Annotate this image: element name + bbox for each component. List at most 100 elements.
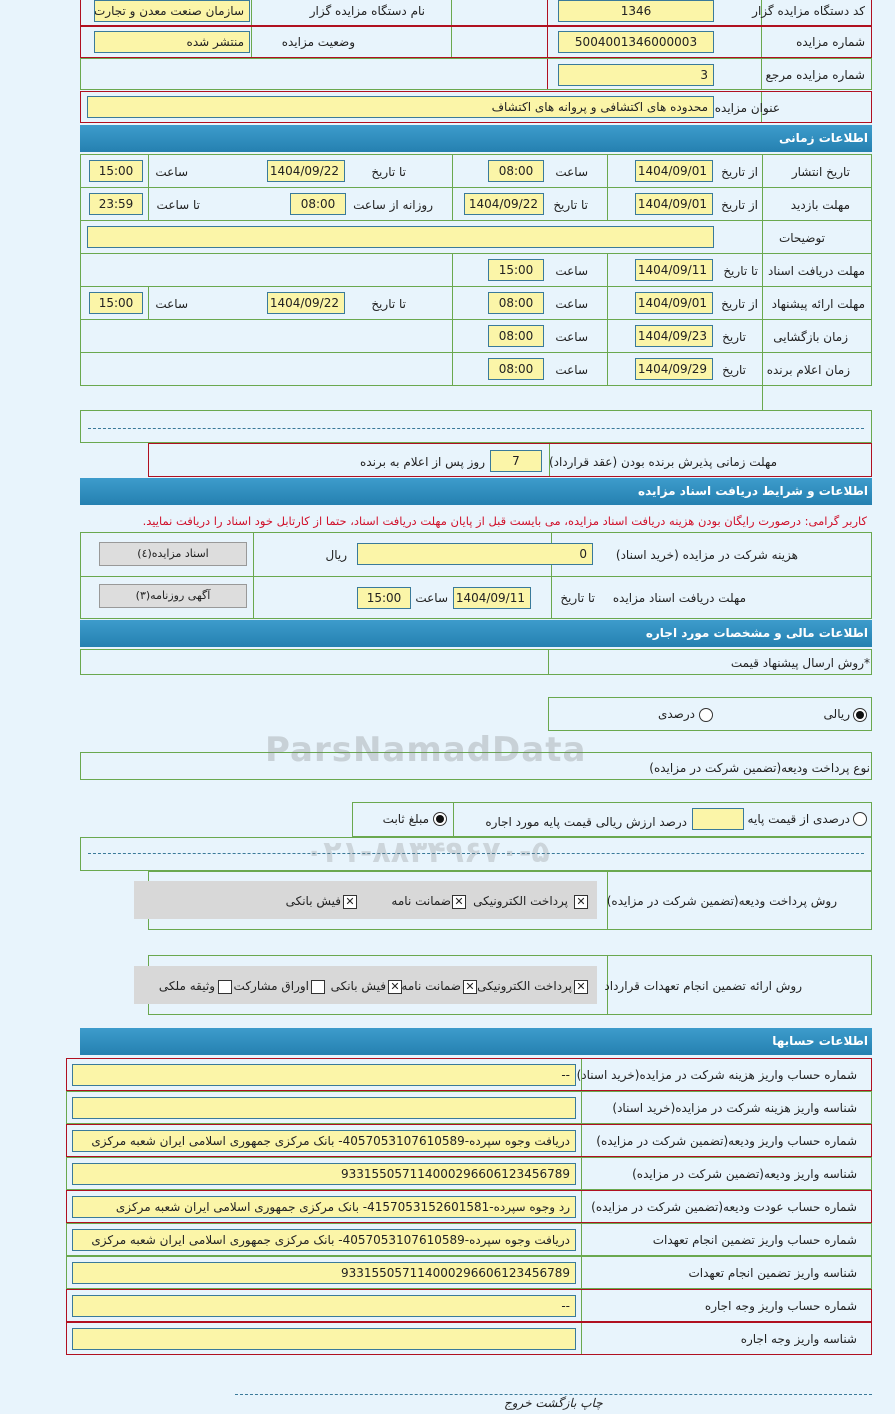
ref-no-field[interactable]: 3	[558, 64, 714, 86]
row-price-method	[80, 649, 872, 675]
account-label: شناسه واریز وجه اجاره	[740, 1332, 857, 1346]
label: ساعت	[555, 330, 588, 344]
visit-to-date[interactable]: 1404/09/22	[464, 193, 544, 215]
label: اوراق مشارکت	[233, 979, 309, 993]
percent-radio[interactable]	[699, 708, 713, 722]
account-value-field[interactable]: دریافت وجوه سپرده-4057053107610589- بانک…	[72, 1130, 576, 1152]
percent-value-field[interactable]	[692, 808, 744, 830]
label: زمان بازگشایی	[773, 330, 848, 344]
account-value-field[interactable]: 933155057114000296606123456789	[72, 1262, 576, 1284]
docs-deadline-date[interactable]: 1404/09/11	[453, 587, 531, 609]
g-bonds-checkbox[interactable]	[311, 980, 325, 994]
account-row	[66, 1322, 872, 1355]
winner-time[interactable]: 08:00	[488, 358, 544, 380]
account-value-field[interactable]: --	[72, 1295, 576, 1317]
label: تا تاریخ	[371, 297, 406, 311]
publish-to-time[interactable]: 15:00	[89, 160, 143, 182]
offer-to-time[interactable]: 15:00	[89, 292, 143, 314]
label: شماره مزایده	[796, 35, 865, 49]
row-price-radio	[548, 697, 872, 731]
label: تاریخ	[722, 330, 746, 344]
account-value-field[interactable]: --	[72, 1064, 576, 1086]
electronic-payment-checkbox[interactable]: ✕	[574, 895, 588, 909]
label: ساعت	[155, 297, 188, 311]
label: درصدی	[657, 707, 695, 721]
publish-from-time[interactable]: 08:00	[488, 160, 544, 182]
publish-from-date[interactable]: 1404/09/01	[635, 160, 713, 182]
label: فیش بانکی	[285, 894, 341, 908]
label: تا تاریخ	[723, 264, 758, 278]
winner-date[interactable]: 1404/09/29	[635, 358, 713, 380]
account-value-field[interactable]: رد وجوه سپرده-4157053152601581- بانک مرک…	[72, 1196, 576, 1218]
docs-to-date[interactable]: 1404/09/11	[635, 259, 713, 281]
label: روز پس از اعلام به برنده	[360, 455, 485, 469]
exit-link[interactable]: خروج	[504, 1396, 532, 1410]
offer-from-date[interactable]: 1404/09/01	[635, 292, 713, 314]
spacer-row	[80, 837, 872, 871]
publish-to-date[interactable]: 1404/09/22	[267, 160, 345, 182]
account-row	[66, 1091, 872, 1124]
row-deposit-amount	[352, 802, 872, 837]
account-value-field[interactable]: دریافت وجوه سپرده-4057053107610589- بانک…	[72, 1229, 576, 1251]
label: هزینه شرکت در مزایده (خرید اسناد)	[615, 548, 798, 562]
account-value-field[interactable]: 933155057114000296606123456789	[72, 1163, 576, 1185]
label: مهلت دریافت اسناد مزایده	[612, 591, 746, 605]
fee-field[interactable]: 0	[357, 543, 593, 565]
divider	[88, 853, 864, 854]
account-value-field[interactable]	[72, 1328, 576, 1350]
account-row	[66, 1190, 872, 1223]
label: مهلت زمانی پذیرش برنده بودن (عقد قرارداد…	[548, 455, 777, 469]
label: توضیحات	[778, 231, 825, 245]
label: تاریخ انتشار	[791, 165, 850, 179]
account-value-field[interactable]	[72, 1097, 576, 1119]
docs-time[interactable]: 15:00	[488, 259, 544, 281]
section-header-docs: اطلاعات و شرایط دریافت اسناد مزایده	[80, 478, 872, 505]
auction-docs-button[interactable]: اسناد مزایده(٤)	[99, 542, 247, 566]
visit-time-to[interactable]: 23:59	[89, 193, 143, 215]
visit-from-date[interactable]: 1404/09/01	[635, 193, 713, 215]
docs-deadline-time[interactable]: 15:00	[357, 587, 411, 609]
offer-from-time[interactable]: 08:00	[488, 292, 544, 314]
row-auction-no	[80, 26, 872, 58]
accept-days-field[interactable]: 7	[490, 450, 542, 472]
guarantee-methods-box	[134, 966, 597, 1004]
org-code-field[interactable]: 1346	[558, 0, 714, 22]
label: نوع پرداخت ودیعه(تضمین شرکت در مزایده)	[649, 761, 870, 775]
label: مهلت دریافت اسناد	[767, 264, 865, 278]
g-electronic-checkbox[interactable]: ✕	[574, 980, 588, 994]
label: مهلت ارائه پیشنهاد	[771, 297, 865, 311]
account-label: شماره حساب واریز وجه اجاره	[704, 1299, 857, 1313]
auction-no-field[interactable]: 5004001346000003	[558, 31, 714, 53]
fixed-amount-radio[interactable]	[433, 812, 447, 826]
label: ریالی	[823, 707, 850, 721]
print-link[interactable]: چاپ	[580, 1396, 603, 1410]
section-header-time: اطلاعات زمانی	[80, 125, 872, 152]
g-guarantee-checkbox[interactable]: ✕	[463, 980, 477, 994]
label: فیش بانکی	[330, 979, 386, 993]
back-link[interactable]: بازگشت	[535, 1396, 577, 1410]
g-property-checkbox[interactable]	[218, 980, 232, 994]
newspaper-ad-button[interactable]: آگهی روزنامه(٣)	[99, 584, 247, 608]
offer-to-date[interactable]: 1404/09/22	[267, 292, 345, 314]
opening-date[interactable]: 1404/09/23	[635, 325, 713, 347]
time-table	[80, 154, 872, 386]
label: تا تاریخ	[371, 165, 406, 179]
percent-of-base-radio[interactable]	[853, 812, 867, 826]
label: وثیقه ملکی	[158, 979, 215, 993]
title-field[interactable]: محدوده های اکتشافی و پروانه های اکتشاف	[87, 96, 714, 118]
status-field[interactable]: منتشر شده	[94, 31, 250, 53]
org-name-field[interactable]: سازمان صنعت معدن و تجارت	[94, 0, 250, 22]
visit-time-from[interactable]: 08:00	[290, 193, 346, 215]
guarantee-letter-checkbox[interactable]: ✕	[452, 895, 466, 909]
label: از تاریخ	[721, 297, 758, 311]
docs-note: کاربر گرامی: درصورت رایگان بودن هزینه در…	[142, 514, 867, 528]
label: ریال	[325, 548, 347, 562]
watermark-phone: ۰۲۱-۸۸۳۴۹۶۷۰-۵	[305, 835, 550, 870]
bank-slip-checkbox[interactable]: ✕	[343, 895, 357, 909]
opening-time[interactable]: 08:00	[488, 325, 544, 347]
rial-radio[interactable]	[853, 708, 867, 722]
divider	[235, 1394, 872, 1395]
g-bank-slip-checkbox[interactable]: ✕	[388, 980, 402, 994]
notes-field[interactable]	[87, 226, 714, 248]
label: *روش ارسال پیشنهاد قیمت	[730, 656, 870, 670]
